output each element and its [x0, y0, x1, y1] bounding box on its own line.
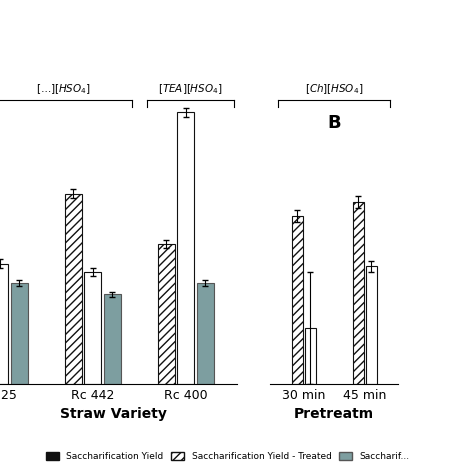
Bar: [353, 202, 364, 384]
Legend: Saccharification Yield, Saccharification Yield - Treated, Saccharif...: Saccharification Yield, Saccharification…: [42, 448, 413, 465]
Bar: [84, 272, 101, 384]
Bar: [11, 283, 27, 384]
X-axis label: Straw Variety: Straw Variety: [60, 407, 167, 421]
Bar: [0, 264, 8, 384]
Text: B: B: [328, 114, 341, 132]
Bar: [104, 294, 121, 384]
Bar: [305, 328, 316, 384]
Bar: [158, 244, 175, 384]
Text: $[TEA][HSO_4]$: $[TEA][HSO_4]$: [158, 82, 223, 96]
Bar: [65, 193, 82, 384]
Text: $[Ch][HSO_4]$: $[Ch][HSO_4]$: [305, 82, 363, 96]
Bar: [292, 216, 303, 384]
Bar: [177, 112, 194, 384]
Text: $[\ldots][HSO_4]$: $[\ldots][HSO_4]$: [36, 82, 91, 96]
Bar: [197, 283, 214, 384]
X-axis label: Pretreatm: Pretreatm: [294, 407, 374, 421]
Bar: [365, 266, 376, 384]
